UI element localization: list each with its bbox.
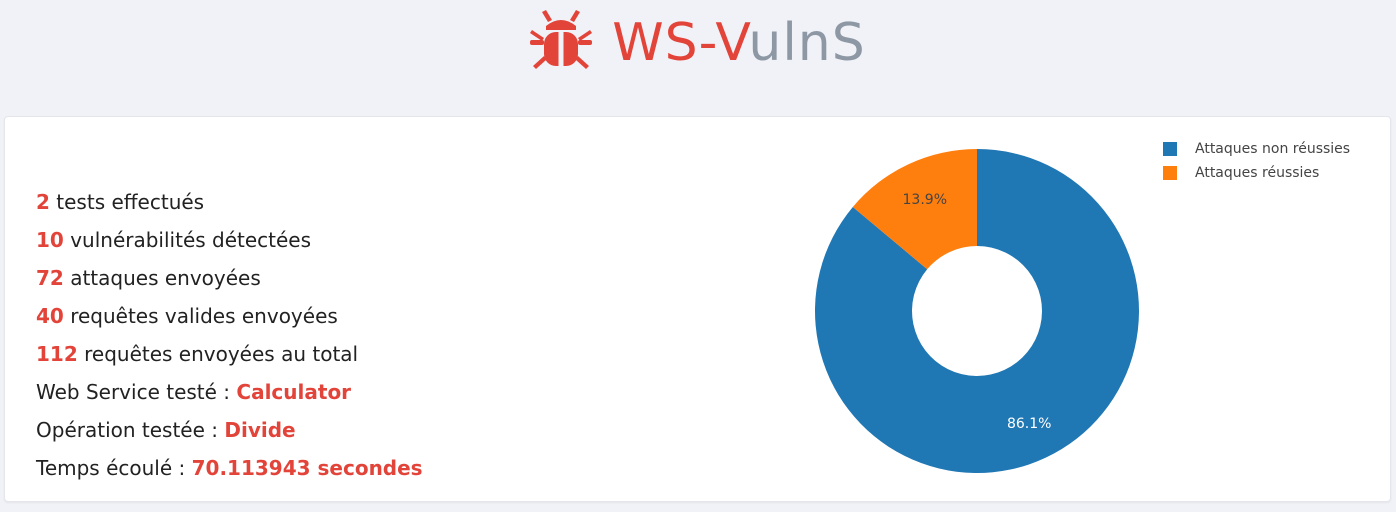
- legend-label: Attaques réussies: [1195, 165, 1320, 181]
- stat-tests: 2 tests effectués: [36, 186, 423, 224]
- stat-total-requests: 112 requêtes envoyées au total: [36, 338, 423, 376]
- chart-legend: Attaques non réussies Attaques réussies: [1163, 137, 1350, 185]
- stat-value: 72: [36, 266, 64, 290]
- app-title-part2: ulnS: [748, 13, 866, 73]
- attack-donut-chart: 86.1% 13.9%: [815, 149, 1139, 473]
- stat-attacks: 72 attaques envoyées: [36, 262, 423, 300]
- stat-label: attaques envoyées: [70, 266, 261, 290]
- slice-label: 13.9%: [903, 192, 947, 208]
- detail-operation: Opération testée : Divide: [36, 414, 423, 452]
- detail-label: Opération testée :: [36, 418, 225, 442]
- detail-elapsed-time: Temps écoulé : 70.113943 secondes: [36, 452, 423, 490]
- detail-web-service: Web Service testé : Calculator: [36, 376, 423, 414]
- donut-slice[interactable]: [815, 149, 1139, 473]
- donut-slice[interactable]: [852, 149, 977, 270]
- stat-value: 2: [36, 190, 50, 214]
- stat-label: requêtes envoyées au total: [84, 342, 359, 366]
- app-title: WS-VulnS: [612, 13, 866, 73]
- slice-label: 86.1%: [1007, 416, 1051, 432]
- detail-label: Temps écoulé :: [36, 456, 192, 480]
- legend-item-successful[interactable]: Attaques réussies: [1163, 161, 1350, 185]
- app-title-part1: WS-V: [612, 13, 749, 73]
- stat-valid-requests: 40 requêtes valides envoyées: [36, 300, 423, 338]
- legend-swatch: [1163, 142, 1177, 156]
- stats-list: 2 tests effectués 10 vulnérabilités déte…: [36, 186, 423, 490]
- detail-value: Calculator: [236, 380, 352, 404]
- detail-value: 70.113943 secondes: [191, 456, 423, 480]
- stat-label: requêtes valides envoyées: [70, 304, 338, 328]
- stat-label: tests effectués: [56, 190, 205, 214]
- legend-item-failed[interactable]: Attaques non réussies: [1163, 137, 1350, 161]
- legend-label: Attaques non réussies: [1195, 141, 1351, 157]
- app-header: WS-VulnS: [0, 0, 1396, 100]
- detail-label: Web Service testé :: [36, 380, 237, 404]
- stat-value: 10: [36, 228, 64, 252]
- stat-value: 40: [36, 304, 64, 328]
- detail-value: Divide: [224, 418, 296, 442]
- stat-label: vulnérabilités détectées: [70, 228, 312, 252]
- bug-icon: [530, 10, 593, 69]
- results-card: 2 tests effectués 10 vulnérabilités déte…: [4, 116, 1391, 502]
- legend-swatch: [1163, 166, 1177, 180]
- stat-value: 112: [36, 342, 78, 366]
- stat-vulnerabilities: 10 vulnérabilités détectées: [36, 224, 423, 262]
